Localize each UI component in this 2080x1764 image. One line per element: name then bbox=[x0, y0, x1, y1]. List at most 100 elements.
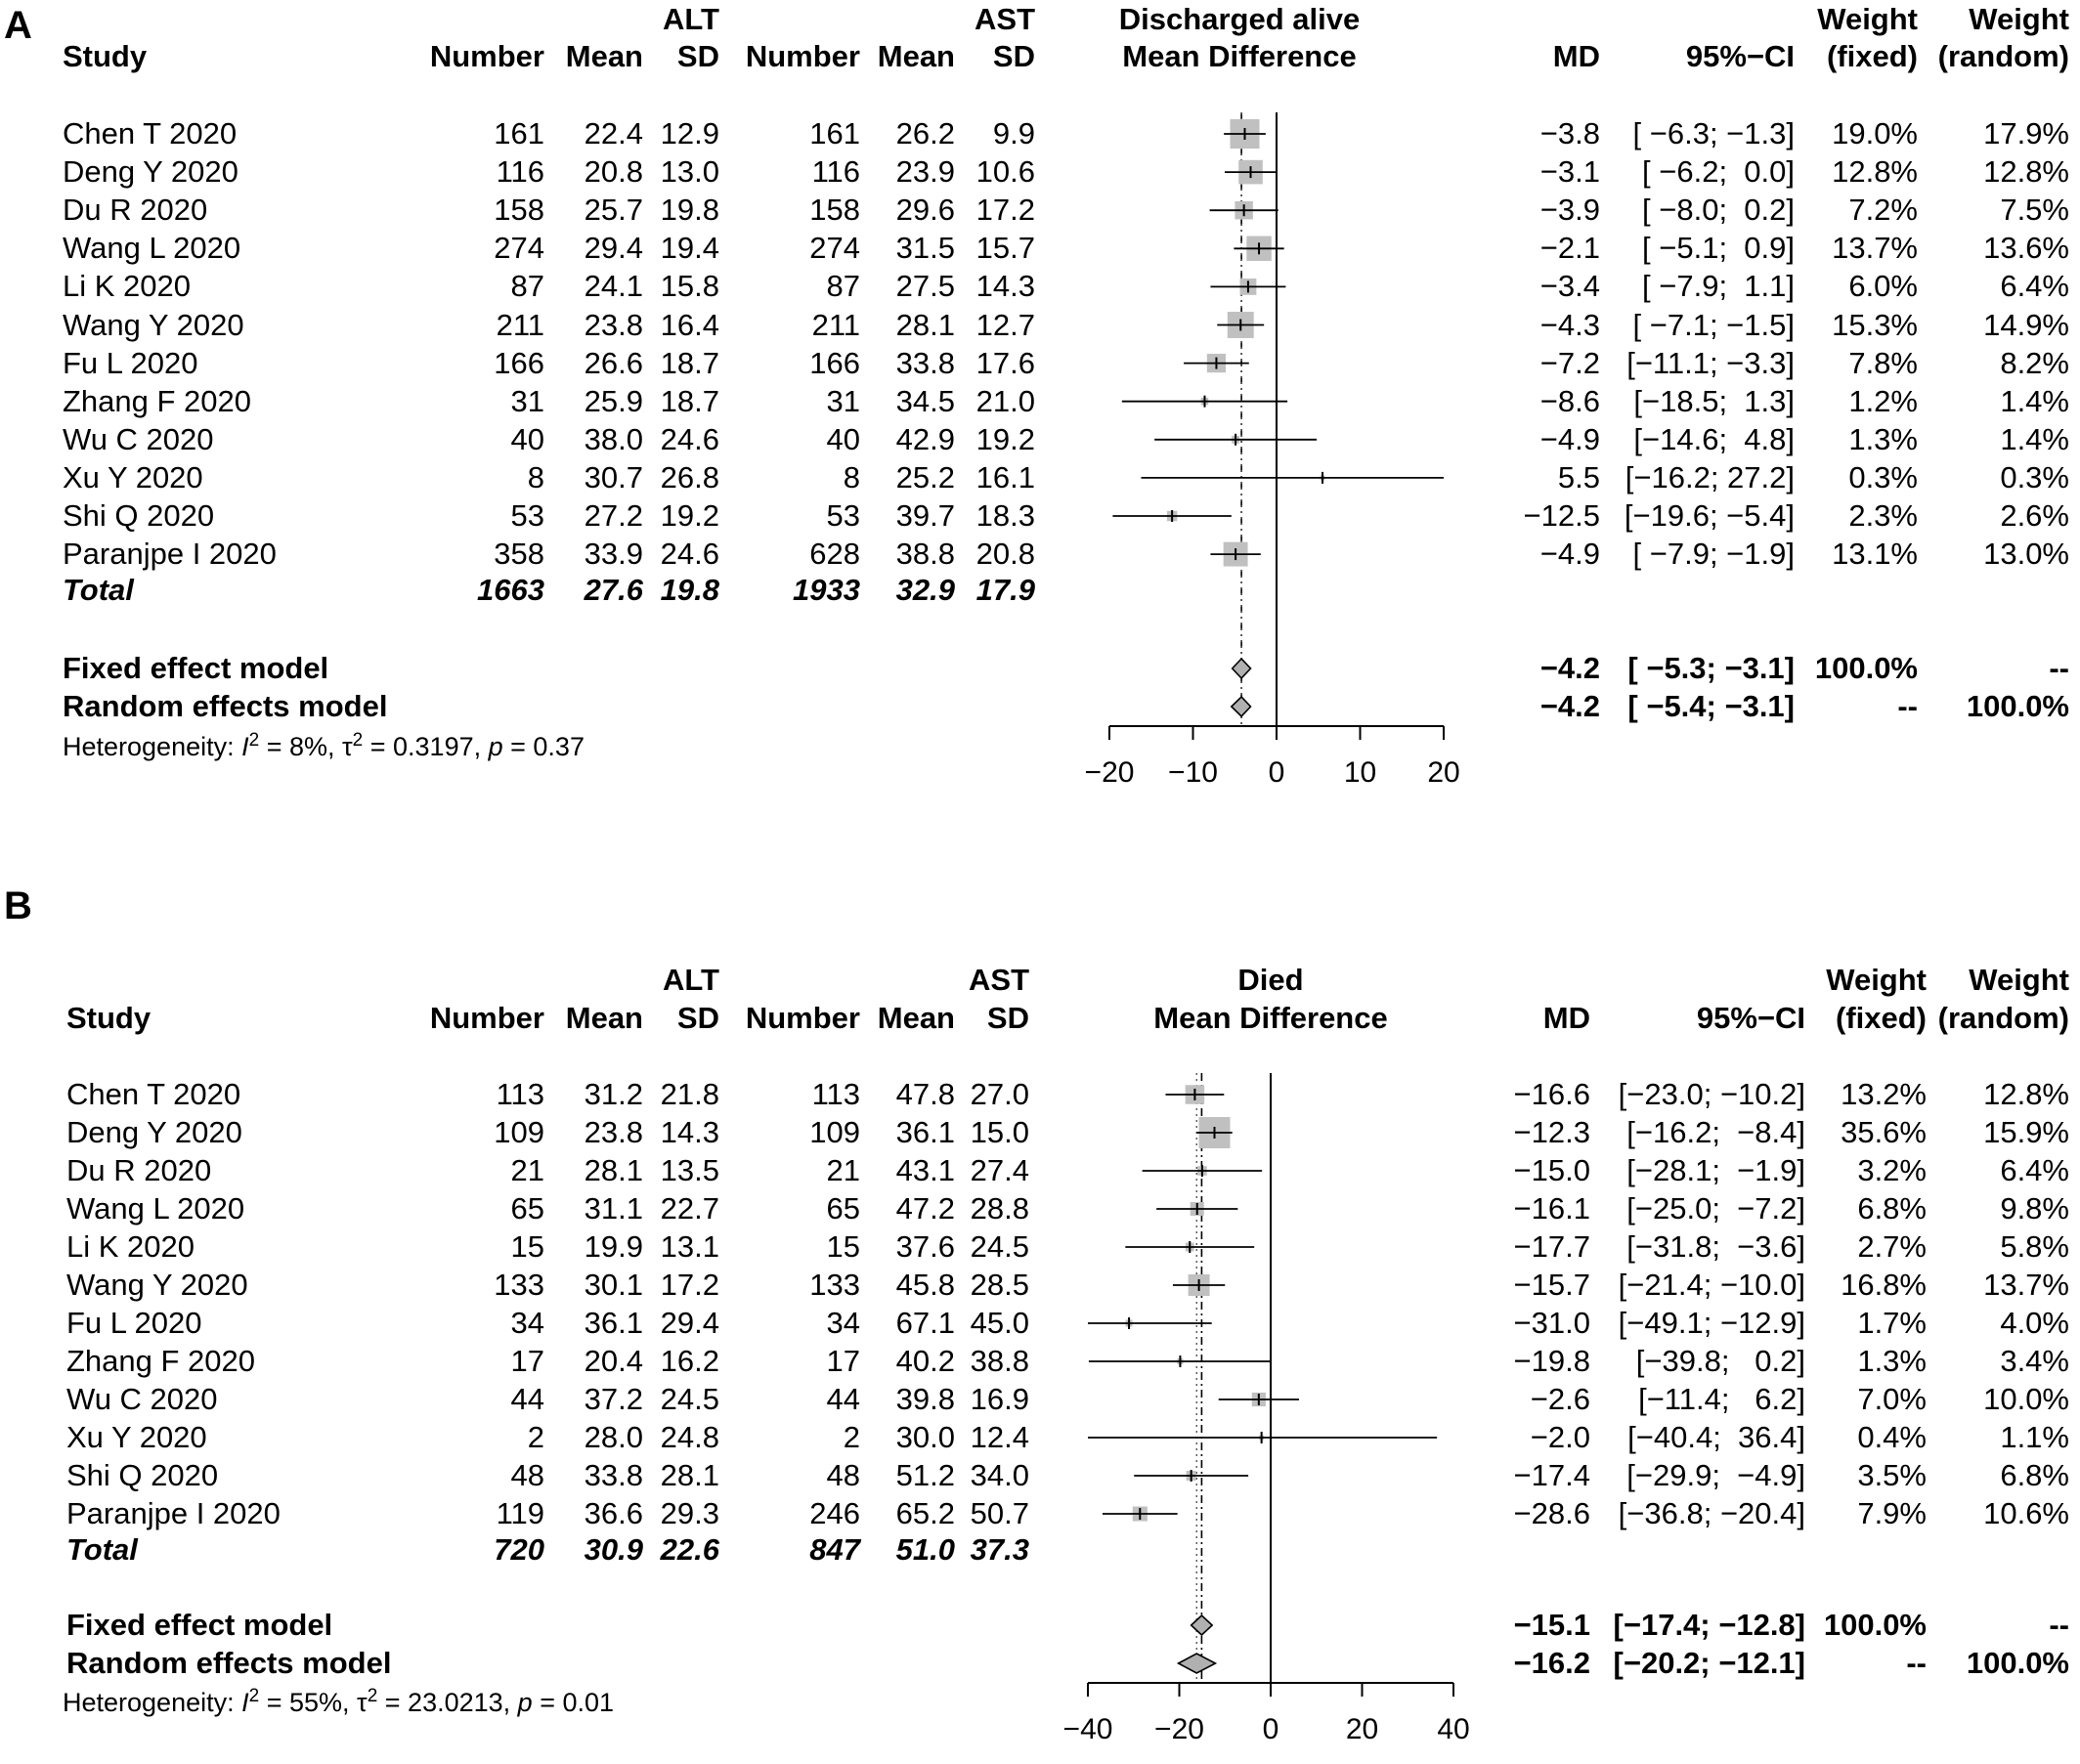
x-axis-tick-label: 0 bbox=[1269, 756, 1285, 789]
alt-mean: 25.7 bbox=[584, 193, 643, 228]
forest-plot-svg: −20 −10 0 10 20 bbox=[1085, 112, 1460, 789]
sd-header-1: SD bbox=[676, 39, 719, 73]
random-effects-label: Random effects model bbox=[66, 1646, 392, 1680]
group1-label: ALT bbox=[663, 2, 719, 36]
alt-number: 34 bbox=[510, 1306, 544, 1340]
ci-value: [−36.8; −20.4] bbox=[1618, 1496, 1805, 1530]
study-name: Zhang F 2020 bbox=[63, 383, 252, 418]
ast-mean: 43.1 bbox=[895, 1153, 955, 1187]
ast-mean: 34.5 bbox=[895, 383, 955, 418]
ast-number: 31 bbox=[826, 383, 860, 418]
alt-sd: 12.9 bbox=[660, 116, 719, 151]
md-value: −7.2 bbox=[1539, 345, 1600, 380]
weight-fixed-value: 19.0% bbox=[1832, 116, 1918, 151]
total-alt-number: 1663 bbox=[477, 573, 544, 608]
ci-value: [−25.0; −7.2] bbox=[1626, 1191, 1805, 1226]
study-name: Li K 2020 bbox=[63, 269, 191, 304]
weight-fixed-value: 1.7% bbox=[1857, 1306, 1927, 1340]
md-value: −16.1 bbox=[1513, 1191, 1590, 1226]
random-effects-weight-fixed: -- bbox=[1906, 1646, 1927, 1680]
heterogeneity-prefix: Heterogeneity: bbox=[63, 1688, 242, 1717]
heterogeneity-p-value: = 0.37 bbox=[502, 732, 585, 761]
alt-sd: 16.2 bbox=[660, 1344, 719, 1378]
weight-fixed-header-1: Weight bbox=[1817, 2, 1918, 36]
ci-value: [−39.8; 0.2] bbox=[1635, 1344, 1805, 1378]
fixed-effect-weight-fixed: 100.0% bbox=[1823, 1608, 1927, 1642]
weight-random-value: 10.6% bbox=[1983, 1496, 2069, 1530]
alt-sd: 13.0 bbox=[660, 154, 719, 190]
weight-fixed-value: 1.3% bbox=[1857, 1344, 1927, 1378]
md-value: −12.3 bbox=[1513, 1115, 1590, 1149]
alt-number: 31 bbox=[510, 383, 544, 418]
heterogeneity-p-label: p bbox=[488, 732, 503, 761]
alt-mean: 27.2 bbox=[584, 498, 643, 533]
weight-fixed-value: 3.5% bbox=[1857, 1458, 1927, 1492]
weight-fixed-value: 0.4% bbox=[1857, 1420, 1927, 1454]
alt-number: 116 bbox=[496, 154, 544, 190]
md-value: −17.7 bbox=[1513, 1229, 1590, 1264]
alt-sd: 28.1 bbox=[660, 1458, 719, 1492]
ci-value: [−21.4; −10.0] bbox=[1618, 1268, 1805, 1302]
group2-label: AST bbox=[975, 2, 1035, 36]
ast-number: 53 bbox=[826, 498, 860, 533]
ci-value: [ −5.1; 0.9] bbox=[1642, 231, 1795, 266]
ci-value: [−11.4; 6.2] bbox=[1638, 1382, 1805, 1416]
ci-value: [−11.1; −3.3] bbox=[1626, 345, 1795, 380]
alt-number: 158 bbox=[494, 193, 544, 228]
study-name: Wu C 2020 bbox=[63, 421, 214, 456]
total-alt-mean: 30.9 bbox=[584, 1532, 643, 1567]
study-name: Xu Y 2020 bbox=[66, 1420, 207, 1454]
heterogeneity-sup2b: 2 bbox=[367, 1686, 378, 1706]
random-effect-diamond bbox=[1176, 1653, 1218, 1674]
ast-sd: 12.4 bbox=[970, 1420, 1029, 1454]
alt-mean: 36.6 bbox=[584, 1496, 643, 1530]
ast-mean: 47.8 bbox=[895, 1077, 955, 1111]
study-name: Fu L 2020 bbox=[63, 345, 198, 380]
ast-number: 161 bbox=[809, 116, 860, 151]
weight-random-header-1: Weight bbox=[1969, 2, 2069, 36]
mean-header-2: Mean bbox=[877, 1001, 955, 1035]
x-axis-tick-label: 20 bbox=[1346, 1713, 1378, 1745]
total-ast-sd: 37.3 bbox=[970, 1532, 1029, 1567]
md-value: −17.4 bbox=[1513, 1458, 1590, 1492]
weight-fixed-value: 13.2% bbox=[1841, 1077, 1927, 1111]
x-axis-tick-label: −40 bbox=[1063, 1713, 1113, 1745]
md-value: −3.1 bbox=[1539, 154, 1600, 190]
alt-mean: 20.8 bbox=[584, 154, 643, 190]
alt-sd: 22.7 bbox=[660, 1191, 719, 1226]
md-value: 5.5 bbox=[1557, 459, 1600, 495]
weight-random-value: 1.4% bbox=[2000, 421, 2069, 456]
fixed-effect-weight-random: -- bbox=[2049, 651, 2069, 685]
alt-mean: 28.1 bbox=[584, 1153, 643, 1187]
alt-number: 358 bbox=[494, 537, 544, 572]
alt-mean: 19.9 bbox=[584, 1229, 643, 1264]
weight-random-value: 4.0% bbox=[2000, 1306, 2069, 1340]
weight-fixed-value: 1.2% bbox=[1848, 383, 1918, 418]
fixed-effect-label: Fixed effect model bbox=[66, 1608, 333, 1642]
total-alt-mean: 27.6 bbox=[584, 573, 643, 608]
md-value: −8.6 bbox=[1539, 383, 1600, 418]
ast-mean: 65.2 bbox=[895, 1496, 955, 1530]
ast-sd: 15.0 bbox=[970, 1115, 1029, 1149]
alt-sd: 29.3 bbox=[660, 1496, 719, 1530]
ast-number: 246 bbox=[809, 1496, 860, 1530]
alt-sd: 16.4 bbox=[660, 307, 719, 342]
alt-mean: 38.0 bbox=[584, 421, 643, 456]
alt-sd: 19.8 bbox=[660, 193, 719, 228]
ci-value: [ −7.9; 1.1] bbox=[1642, 269, 1795, 304]
ast-sd: 14.3 bbox=[975, 269, 1035, 304]
weight-random-value: 14.9% bbox=[1983, 307, 2069, 342]
random-effects-weight-random: 100.0% bbox=[1966, 689, 2069, 723]
heterogeneity-i2-label: I bbox=[241, 1688, 249, 1717]
mean-header-1: Mean bbox=[565, 1001, 643, 1035]
md-value: −15.7 bbox=[1513, 1268, 1590, 1302]
ast-number: 113 bbox=[811, 1077, 860, 1111]
ast-sd: 10.6 bbox=[975, 154, 1035, 190]
random-effects-md: −4.2 bbox=[1539, 689, 1600, 723]
ast-sd: 27.4 bbox=[970, 1153, 1029, 1187]
number-header-1: Number bbox=[429, 39, 544, 73]
alt-sd: 14.3 bbox=[660, 1115, 719, 1149]
alt-mean: 33.9 bbox=[584, 537, 643, 572]
ast-number: 48 bbox=[826, 1458, 860, 1492]
heterogeneity-i2-label: I bbox=[241, 732, 249, 761]
